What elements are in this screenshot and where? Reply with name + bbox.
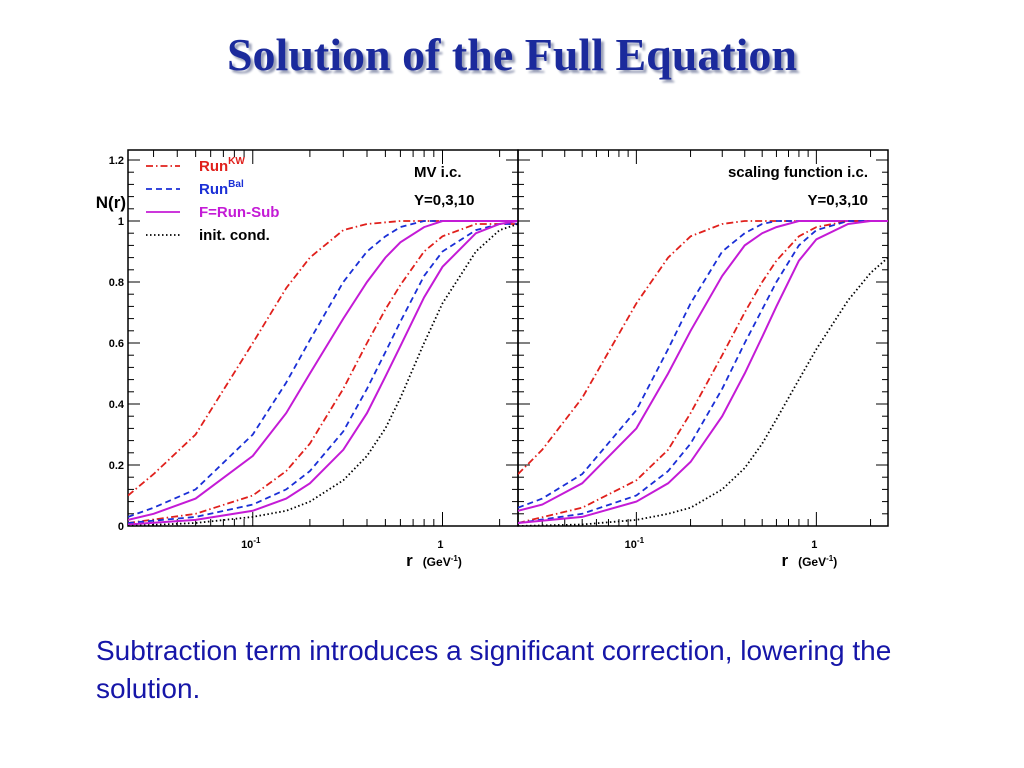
x-tick-label-exponent: -1 bbox=[637, 536, 645, 545]
legend-label-text: Run bbox=[199, 181, 228, 198]
series-line-dashed bbox=[518, 220, 888, 524]
y-tick-label: 0.4 bbox=[109, 399, 125, 411]
x-tick-label: 1 bbox=[811, 539, 817, 551]
x-axis-label: r bbox=[406, 551, 413, 570]
y-tick-label: 1 bbox=[118, 216, 124, 228]
x-axis-unit-close: ) bbox=[458, 555, 462, 569]
legend-label: F=Run-Sub bbox=[199, 204, 279, 221]
series-line-solid bbox=[518, 220, 888, 524]
legend-label-superscript: Bal bbox=[228, 179, 244, 190]
chart-annotation: Y=0,3,10 bbox=[808, 192, 868, 209]
series-line-dashdot bbox=[128, 220, 518, 497]
x-tick-label: 1 bbox=[437, 539, 443, 551]
x-tick-label: 10-1 bbox=[241, 536, 261, 551]
y-tick-label: 0.2 bbox=[109, 460, 124, 472]
chart-annotation: scaling function i.c. bbox=[728, 164, 868, 181]
series-line-dashed bbox=[128, 223, 518, 524]
slide-title: Solution of the Full Equation bbox=[226, 29, 798, 80]
y-axis-label: N(r) bbox=[96, 193, 126, 212]
series-line-dotted bbox=[128, 223, 518, 526]
x-axis-unit-exponent: -1 bbox=[826, 554, 834, 563]
chart-panel-left: 00.20.40.60.811.210-1 1r (GeV-1)N(r)MV i.c… bbox=[96, 149, 519, 570]
y-tick-label: 1.2 bbox=[109, 155, 124, 167]
x-axis-unit: (GeV-1) bbox=[423, 554, 462, 569]
legend-label: RunKW bbox=[199, 156, 245, 175]
series-line-dashed bbox=[128, 220, 518, 518]
series-line-dotted bbox=[518, 256, 888, 526]
series-line-dashdot bbox=[518, 220, 888, 475]
series-line-dashdot bbox=[518, 220, 888, 524]
chart-annotation: MV i.c. bbox=[414, 164, 462, 181]
chart-panel-right: 10-1 1r (GeV-1)scaling function i.c.Y=0,3,… bbox=[517, 149, 889, 570]
series-line-dashdot bbox=[128, 223, 518, 524]
x-tick-label-base: 10 bbox=[625, 539, 637, 551]
x-axis-unit-base: (GeV bbox=[798, 555, 826, 569]
slide-caption: Subtraction term introduces a significan… bbox=[96, 635, 892, 704]
x-axis-unit-close: ) bbox=[833, 555, 837, 569]
y-tick-label: 0.6 bbox=[109, 338, 124, 350]
x-tick-label-base: 1 bbox=[811, 539, 817, 551]
legend-label: init. cond. bbox=[199, 227, 270, 244]
chart-annotation: Y=0,3,10 bbox=[414, 192, 474, 209]
series-line-solid bbox=[128, 220, 518, 521]
x-axis-unit: (GeV-1) bbox=[798, 554, 837, 569]
legend-label-text: F=Run-Sub bbox=[199, 204, 279, 221]
legend-label-text: Run bbox=[199, 158, 228, 175]
y-tick-label: 0 bbox=[118, 521, 124, 533]
plot-frame bbox=[517, 149, 889, 527]
x-tick-label-base: 10 bbox=[241, 539, 253, 551]
series-line-dashed bbox=[518, 220, 888, 509]
x-axis-unit-exponent: -1 bbox=[451, 554, 459, 563]
series-group bbox=[518, 220, 888, 526]
legend-label: RunBal bbox=[199, 179, 244, 198]
series-line-solid bbox=[128, 220, 518, 526]
series-group bbox=[128, 220, 518, 526]
x-tick-label-base: 1 bbox=[437, 539, 443, 551]
legend-label-superscript: KW bbox=[228, 156, 245, 167]
y-tick-label: 0.8 bbox=[109, 277, 124, 289]
series-line-solid bbox=[518, 220, 888, 512]
x-tick-label: 10-1 bbox=[625, 536, 645, 551]
x-axis-label: r bbox=[781, 551, 788, 570]
x-axis-unit-base: (GeV bbox=[423, 555, 451, 569]
legend-label-text: init. cond. bbox=[199, 227, 270, 244]
x-tick-label-exponent: -1 bbox=[253, 536, 261, 545]
